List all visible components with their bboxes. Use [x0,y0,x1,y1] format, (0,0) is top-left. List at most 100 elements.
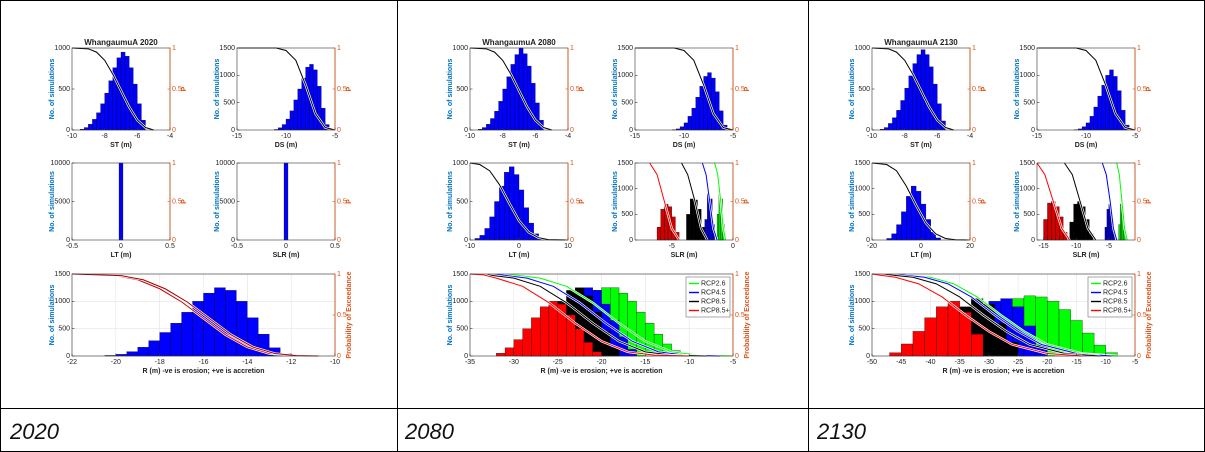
histogram-bar [496,353,506,357]
x-tick-label: -40 [925,359,935,366]
y2-tick-label: 1 [972,160,976,167]
histogram-bar [683,122,689,131]
x-tick-label: -6 [532,133,538,140]
x-tick-label: -4 [967,133,973,140]
histogram-bar [689,198,694,241]
histogram-bar [656,227,661,241]
x-axis-label: DS (m) [1075,142,1098,149]
y2-tick-label: 0 [972,127,976,134]
y-tick-label: 1000 [1019,186,1035,193]
x-tick-label: -10 [1101,359,1111,366]
y-tick-label: 10000 [51,160,71,167]
x-tick-label: -16 [198,359,208,366]
y-tick-label: 1000 [1019,72,1035,79]
x-tick-label: -22 [67,359,77,366]
x-tick-label: -15 [1032,133,1042,140]
histogram-bar [490,118,495,131]
y2-tick-label: 1 [735,45,739,52]
histogram-bar [514,54,520,131]
y-axis-label: No. of simulations [1014,171,1021,232]
y-tick-label: 0 [464,353,468,360]
histogram-bar [535,102,540,131]
y-axis-label: No. of simulations [612,171,619,232]
y-tick-label: 0 [866,237,870,244]
y2-tick-label: 1 [172,160,176,167]
histogram-bar [686,214,691,241]
x-axis-label: SLR (m) [671,252,698,259]
x-tick-label: -25 [1013,359,1023,366]
y-tick-label: 500 [456,198,468,205]
y2-tick-label: 1 [735,160,739,167]
y-axis-label: No. of simulations [849,59,856,120]
histogram-bar [283,162,289,241]
x-tick-label: -5 [1132,133,1138,140]
x-tick-label: -20 [867,243,877,250]
y2-axis-label: P [1146,199,1153,204]
y2-axis-label: P [346,199,353,204]
x-tick-label: -35 [465,359,475,366]
histogram-bar [108,80,113,131]
histogram-bar [297,88,302,131]
exceedance-curve [1116,162,1128,241]
y-tick-label: 500 [456,326,468,333]
x-axis-label: LT (m) [509,252,530,259]
y-tick-label: 500 [58,326,70,333]
x-tick-label: -10 [281,133,291,140]
x-tick-label: -12 [286,359,296,366]
x-tick-label: -10 [679,133,689,140]
y2-tick-label: 0 [735,353,739,360]
chart-title: WhangaumuA 2080 [482,38,556,47]
y-axis-label: No. of simulations [849,285,856,346]
exceedance-curve [1064,162,1097,241]
histogram-bar [518,47,524,131]
x-tick-label: -14 [242,359,252,366]
y-tick-label: 1500 [1019,45,1035,52]
y-tick-label: 0 [66,127,70,134]
y-axis-label: No. of simulations [49,59,56,120]
x-tick-label: -45 [896,359,906,366]
x-tick-label: -10 [330,359,340,366]
histogram-bar [924,54,930,131]
y-tick-label: 0 [866,353,870,360]
y-tick-label: 5000 [54,198,70,205]
y-tick-label: 1000 [219,72,235,79]
x-tick-label: -0.5 [66,243,78,250]
y2-tick-label: 0.5 [172,198,182,205]
histogram-bar [936,306,949,357]
histogram-bar [660,209,665,241]
histogram-bar [531,317,541,357]
exceedance-curve [1036,162,1071,241]
histogram-bar [518,189,525,241]
histogram-bar [679,126,685,131]
y-tick-label: 1000 [854,186,870,193]
y2-axis-label: P [346,86,353,91]
x-axis-label: LT (m) [911,252,932,259]
y-tick-label: 0 [464,237,468,244]
histogram-bar [896,110,901,131]
y-tick-label: 0 [1031,237,1035,244]
exceedance-curve [469,273,690,357]
y-tick-label: 500 [858,86,870,93]
x-axis-label: ST (m) [110,142,132,149]
histogram-bar [716,214,720,241]
exceedance-curve [469,47,552,131]
x-tick-label: -10 [465,133,475,140]
histogram-bar [1081,126,1087,131]
x-axis-label: ST (m) [910,142,932,149]
x-tick-label: 0 [119,243,123,250]
y2-axis-label: P [579,199,586,204]
y-tick-label: 0 [866,127,870,134]
x-axis-label: SLR (m) [1073,252,1100,259]
histogram-bar [305,66,310,131]
histogram-bar [92,119,97,131]
x-tick-label: -30 [984,359,994,366]
y-tick-label: 500 [858,211,870,218]
x-tick-label: -20 [111,359,121,366]
y2-tick-label: 0.5 [570,86,580,93]
x-tick-label: -4 [167,133,173,140]
histogram-bar [912,331,925,357]
histogram-bar [884,127,889,131]
y2-axis-label: Probability of Exceedance [346,271,353,358]
x-tick-label: -18 [155,359,165,366]
histogram-bar [148,340,160,357]
